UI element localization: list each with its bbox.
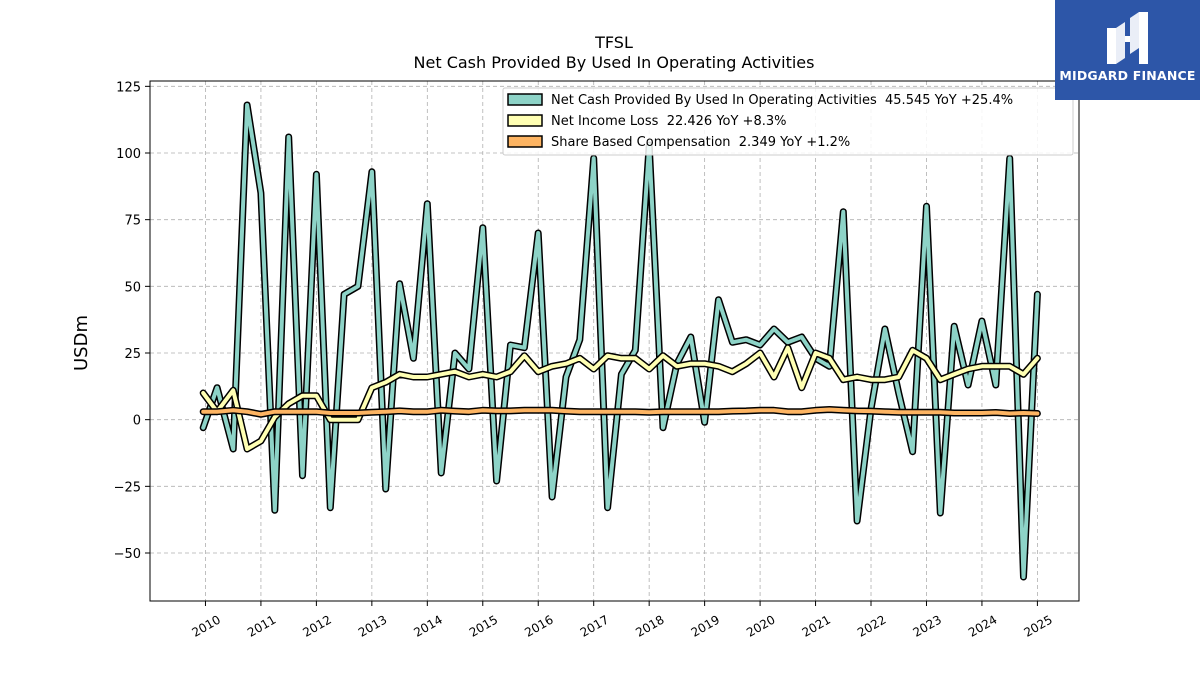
- x-tick-label: 2016: [522, 612, 555, 639]
- chart-subtitle: Net Cash Provided By Used In Operating A…: [414, 53, 815, 72]
- x-tick-label: 2010: [190, 612, 223, 639]
- y-tick-label: 125: [116, 80, 141, 95]
- y-tick-label: 100: [116, 147, 141, 162]
- x-tick-label: 2025: [1021, 612, 1054, 639]
- brand-mark-icon: [1107, 12, 1148, 64]
- x-tick-label: 2018: [633, 612, 666, 639]
- series-0-line: [201, 103, 1040, 579]
- plot-frame: [149, 80, 1080, 602]
- y-tick-label: 25: [124, 347, 141, 362]
- x-tick-label: 2011: [245, 612, 278, 639]
- chart-title: TFSL: [594, 33, 633, 52]
- legend-swatch-operating-cash: [507, 93, 543, 106]
- series-lines: [199, 101, 1041, 581]
- x-tick-label: 2022: [855, 612, 888, 639]
- legend-swatch-share-comp: [507, 135, 543, 148]
- legend-label-share-comp: Share Based Compensation 2.349 YoY +1.2%: [551, 135, 850, 150]
- y-tick-label: −50: [114, 547, 141, 562]
- x-tick-label: 2023: [911, 612, 944, 639]
- legend-box: [502, 87, 1074, 156]
- x-tick-label: 2015: [467, 612, 500, 639]
- y-tick-label: 50: [124, 280, 141, 295]
- x-tick-label: 2013: [356, 612, 389, 639]
- y-tick-label: 75: [124, 214, 141, 229]
- y-axis-label: USDm: [71, 315, 92, 371]
- x-tick-label: 2020: [744, 612, 777, 639]
- x-tick-label: 2012: [300, 612, 333, 639]
- series-2-line: [201, 407, 1040, 417]
- x-tick-label: 2021: [800, 612, 833, 639]
- y-tick-label: 0: [133, 414, 141, 429]
- legend: Net Cash Provided By Used In Operating A…: [502, 87, 1074, 156]
- x-tick-label: 2014: [411, 612, 444, 639]
- brand-logo: MIDGARD FINANCE: [1055, 0, 1200, 100]
- legend-label-operating-cash: Net Cash Provided By Used In Operating A…: [551, 93, 1013, 108]
- x-tick-label: 2019: [689, 612, 722, 639]
- brand-name: MIDGARD FINANCE: [1059, 68, 1196, 83]
- legend-label-net-income: Net Income Loss 22.426 YoY +8.3%: [551, 114, 786, 129]
- y-tick-label: −25: [114, 480, 141, 495]
- legend-swatch-net-income: [507, 114, 543, 127]
- series-1-line: [201, 345, 1040, 451]
- x-tick-label: 2024: [966, 612, 999, 639]
- x-tick-label: 2017: [578, 612, 611, 639]
